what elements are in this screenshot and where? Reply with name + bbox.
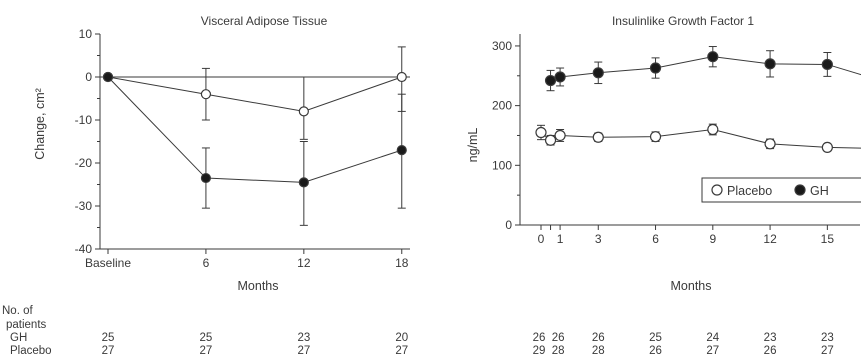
legend: Placebo GH (701, 177, 861, 203)
patient-count-gh: 25 (200, 332, 213, 344)
y-axis-label: Change, cm² (33, 88, 47, 160)
patient-count-placebo: 27 (102, 345, 115, 356)
x-tick-label: 0 (538, 232, 545, 246)
y-tick-label: -10 (75, 113, 93, 127)
chart-title: Visceral Adipose Tissue (201, 14, 328, 28)
placebo-point (649, 131, 662, 143)
patient-count-gh: 26 (533, 332, 546, 344)
gh-point (396, 145, 407, 156)
patient-count-gh: 23 (821, 332, 834, 344)
patient-count-placebo: 27 (200, 345, 213, 356)
patient-count-placebo: 27 (297, 345, 310, 356)
placebo-series-line (107, 76, 402, 112)
y-tick-label: -30 (75, 199, 93, 213)
x-tick-label: 6 (652, 232, 659, 246)
y-tick-label: -40 (75, 242, 93, 256)
y-tick-label: 200 (492, 99, 512, 113)
patient-count-placebo: 27 (395, 345, 408, 356)
chart-visceral-adipose: Visceral Adipose Tissue Change, cm² Mont… (33, 14, 410, 356)
patients-table: No. of patients GH Placebo (2, 305, 52, 356)
patient-count-placebo: 28 (552, 345, 565, 356)
legend-label-placebo: Placebo (727, 184, 772, 198)
placebo-point (707, 123, 719, 136)
y-tick-label: 10 (79, 27, 93, 41)
y-tick-label: 0 (505, 218, 512, 232)
patient-count-gh: 26 (592, 332, 605, 344)
chart-title: Insulinlike Growth Factor 1 (612, 14, 754, 28)
patients-header-line2: patients (6, 319, 47, 331)
x-tick-label: 6 (203, 256, 210, 270)
patient-count-gh: 26 (552, 332, 565, 344)
x-tick-label: 3 (595, 232, 602, 246)
placebo-point (535, 126, 547, 139)
patient-count-gh: 20 (395, 332, 408, 344)
patients-label-gh: GH (10, 332, 27, 344)
y-tick-label: 300 (492, 39, 512, 53)
x-tick-label: 1 (557, 232, 564, 246)
patient-count-gh: 23 (297, 332, 310, 344)
y-tick-label: 100 (492, 158, 512, 172)
y-axis-label: ng/mL (466, 128, 480, 163)
placebo-point (298, 106, 309, 117)
patient-count-gh: 25 (102, 332, 115, 344)
x-tick-label: 18 (395, 256, 409, 270)
patients-header-line1: No. of (2, 305, 33, 317)
placebo-point (200, 89, 212, 100)
x-tick-label: 12 (297, 256, 311, 270)
x-axis-label: Months (671, 279, 712, 293)
patient-count-placebo: 27 (706, 345, 719, 356)
gh-point (764, 58, 776, 70)
patient-count-placebo: 28 (592, 345, 605, 356)
y-tick-label: -20 (75, 156, 93, 170)
gh-point (554, 71, 566, 83)
x-tick-label: Baseline (85, 256, 131, 270)
patient-count-placebo: 26 (649, 345, 662, 356)
placebo-point (592, 131, 604, 143)
legend-label-gh: GH (810, 184, 829, 198)
patient-count-gh: 23 (764, 332, 777, 344)
patient-count-gh: 25 (649, 332, 662, 344)
legend-box (701, 177, 861, 203)
gh-point (821, 58, 833, 71)
patient-count-placebo: 26 (764, 345, 777, 356)
legend-marker-gh (794, 184, 806, 196)
patients-label-placebo: Placebo (10, 345, 52, 356)
gh-point (592, 67, 604, 79)
patient-count-placebo: 29 (533, 345, 546, 356)
patient-count-gh: 24 (706, 332, 719, 344)
legend-marker-placebo (711, 184, 723, 196)
x-tick-label: 12 (763, 232, 777, 246)
gh-point (298, 177, 309, 188)
y-tick-label: 0 (85, 70, 92, 84)
gh-point (102, 71, 114, 83)
placebo-point (821, 141, 833, 154)
placebo-point (396, 71, 407, 83)
x-tick-label: 9 (709, 232, 716, 246)
patient-count-placebo: 27 (821, 345, 834, 356)
x-tick-label: 15 (821, 232, 835, 246)
placebo-point (554, 129, 566, 142)
gh-point (649, 62, 662, 74)
placebo-point (764, 138, 776, 150)
gh-series-line (107, 76, 402, 183)
placebo-point (544, 134, 557, 146)
gh-point (707, 51, 719, 63)
gh-series-line (550, 56, 861, 82)
gh-point (544, 74, 557, 87)
placebo-series-line (540, 128, 861, 149)
x-axis-label: Months (238, 279, 279, 293)
chart-igf1: Insulinlike Growth Factor 1 ng/mL Months… (466, 14, 861, 356)
gh-point (200, 172, 212, 184)
